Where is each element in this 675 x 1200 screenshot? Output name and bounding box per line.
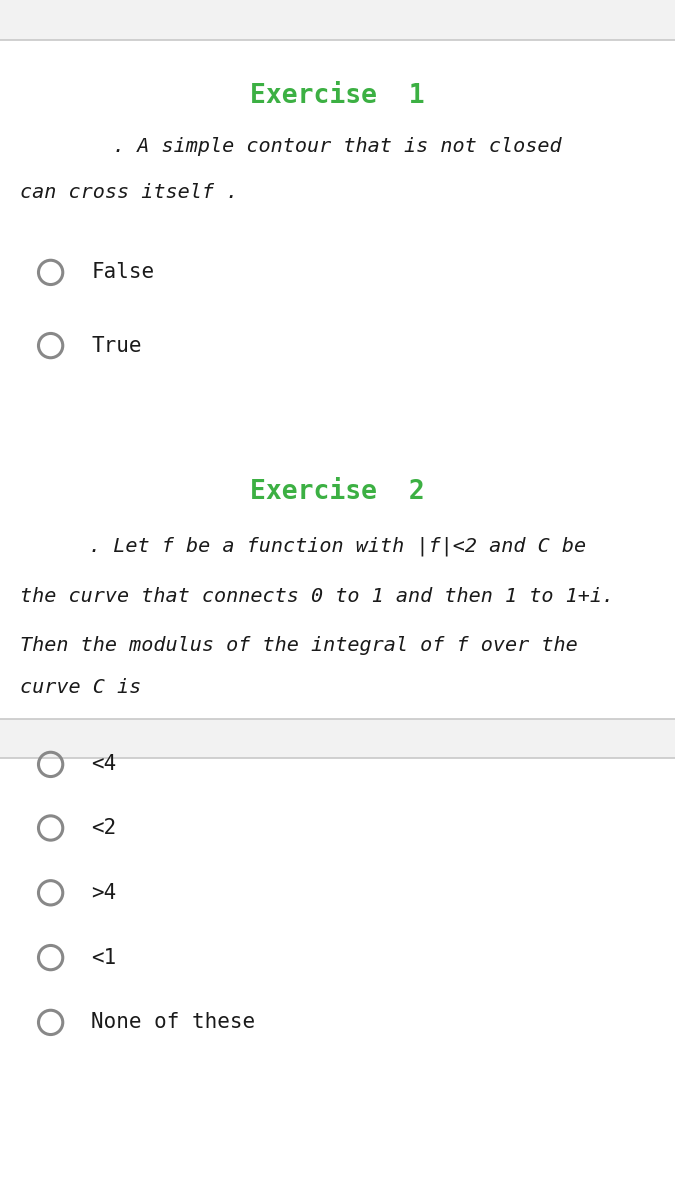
FancyBboxPatch shape <box>0 719 675 758</box>
FancyBboxPatch shape <box>0 758 675 1200</box>
Text: the curve that connects 0 to 1 and then 1 to 1+i.: the curve that connects 0 to 1 and then … <box>20 587 614 606</box>
Text: <2: <2 <box>91 818 116 838</box>
Text: >4: >4 <box>91 883 116 902</box>
Text: False: False <box>91 263 155 282</box>
Text: Exercise  2: Exercise 2 <box>250 479 425 505</box>
Text: Then the modulus of the integral of f over the: Then the modulus of the integral of f ov… <box>20 636 578 655</box>
Text: . A simple contour that is not closed: . A simple contour that is not closed <box>113 137 562 156</box>
Text: <4: <4 <box>91 755 116 774</box>
Text: . Let f be a function with |f|<2 and C be: . Let f be a function with |f|<2 and C b… <box>89 536 586 556</box>
FancyBboxPatch shape <box>0 40 675 719</box>
Text: curve C is: curve C is <box>20 678 142 697</box>
Text: Exercise  1: Exercise 1 <box>250 83 425 109</box>
Text: can cross itself .: can cross itself . <box>20 182 238 202</box>
Text: True: True <box>91 336 142 355</box>
Text: <1: <1 <box>91 948 116 967</box>
Text: None of these: None of these <box>91 1013 255 1032</box>
FancyBboxPatch shape <box>0 0 675 40</box>
